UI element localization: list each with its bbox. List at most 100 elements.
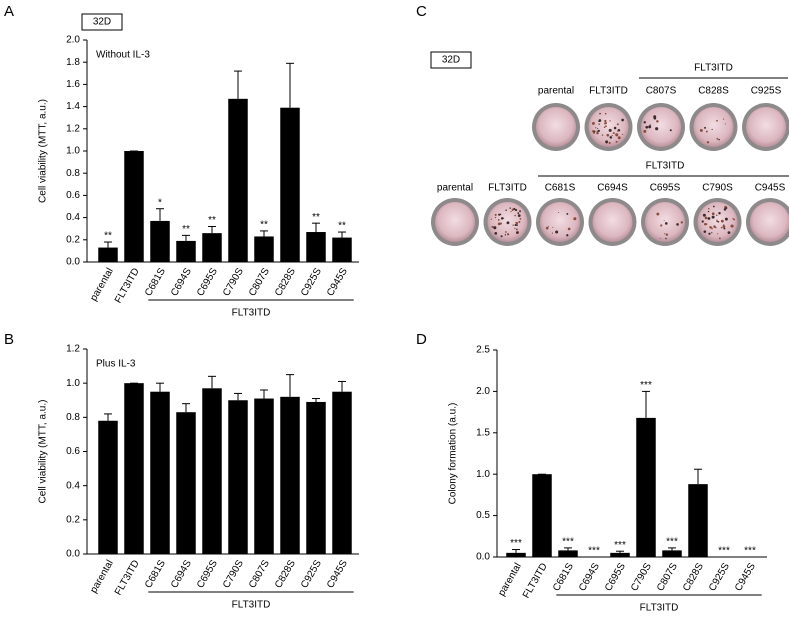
colony [605, 125, 607, 127]
colony [724, 217, 728, 221]
colony [653, 116, 657, 120]
x-tick-label: C695S [603, 561, 628, 593]
colony [680, 221, 683, 224]
badge: 32D [442, 55, 460, 66]
colony [497, 222, 501, 226]
colony [713, 225, 716, 228]
plate [435, 202, 475, 242]
bar [202, 388, 222, 554]
y-tick-label: 2.5 [476, 345, 490, 356]
colony [609, 136, 613, 139]
panel-note: Without IL-3 [96, 50, 150, 61]
plate-label: FLT3ITD [488, 183, 527, 194]
colony [511, 208, 514, 211]
colony [604, 122, 606, 125]
x-tick-label: C925S [299, 558, 324, 590]
x-tick-label: parental [88, 266, 116, 303]
colony [519, 217, 522, 220]
colony [718, 212, 721, 215]
y-tick-label: 1.2 [66, 344, 80, 355]
colony [490, 218, 492, 220]
group-label: FLT3ITD [232, 308, 271, 319]
bar [202, 233, 222, 262]
badge: 32D [93, 17, 111, 28]
colony [514, 223, 517, 227]
colony [616, 123, 619, 126]
colony [599, 112, 601, 115]
badge-box [81, 13, 123, 31]
bar [228, 98, 248, 262]
colony [711, 227, 713, 230]
significance: *** [718, 546, 730, 557]
colony [711, 128, 713, 131]
colony [506, 233, 510, 236]
colony [706, 141, 710, 144]
significance: * [158, 197, 162, 208]
plate [536, 107, 576, 147]
y-tick-label: 1.5 [476, 427, 490, 438]
y-tick-label: 0.0 [66, 549, 80, 560]
bar [610, 552, 630, 557]
colony [723, 208, 727, 211]
x-tick-label: C681S [143, 558, 168, 590]
colony [611, 135, 613, 137]
panel-label: C [416, 3, 427, 20]
x-tick-label: C945S [325, 558, 350, 590]
colony [656, 120, 659, 123]
colony [676, 223, 679, 226]
colony [606, 133, 610, 137]
colony [494, 216, 497, 219]
plate [645, 202, 685, 242]
colony [592, 130, 595, 133]
x-tick-label: C790S [629, 561, 654, 593]
y-axis-label: Colony formation (a.u.) [448, 403, 459, 505]
colony [566, 212, 569, 215]
colony [494, 213, 497, 216]
colony [655, 127, 659, 131]
colony [552, 226, 554, 228]
y-tick-label: 1.0 [66, 378, 80, 389]
x-tick-label: C695S [195, 266, 220, 298]
colony [622, 133, 624, 136]
significance: ** [312, 212, 320, 223]
bar [306, 401, 326, 554]
colony [555, 230, 559, 234]
y-axis-label: Cell viability (MTT, a.u.) [38, 400, 49, 504]
y-tick-label: 0.2 [66, 234, 80, 245]
colony [711, 212, 715, 216]
significance: ** [182, 224, 190, 235]
colony [712, 205, 715, 208]
panel-note: Plus IL-3 [96, 359, 136, 370]
colony [595, 127, 597, 129]
x-tick-label: C695S [195, 558, 220, 590]
bar [332, 237, 352, 262]
colony [506, 221, 510, 225]
x-tick-label: C925S [299, 266, 324, 298]
panel-label: B [4, 331, 14, 348]
colony [514, 214, 516, 217]
x-tick-label: C790S [221, 558, 246, 590]
y-tick-label: 0.4 [66, 480, 80, 491]
colony [608, 141, 611, 144]
plate-label: parental [538, 86, 574, 97]
colony [514, 227, 516, 229]
significance: *** [588, 546, 600, 557]
colony [512, 224, 514, 226]
x-tick-label: C828S [681, 561, 706, 593]
colony [504, 234, 507, 236]
bar [280, 396, 300, 554]
x-tick-label: C790S [221, 266, 246, 298]
colony [545, 226, 549, 230]
significance: *** [744, 546, 756, 557]
colony [509, 207, 511, 209]
colony [604, 119, 607, 123]
significance: *** [510, 538, 522, 549]
colony [613, 126, 617, 130]
x-tick-label: parental [88, 558, 116, 595]
plate-label: C807S [646, 86, 677, 97]
colony [498, 213, 501, 216]
x-tick-label: FLT3ITD [113, 266, 142, 305]
colony [598, 120, 600, 122]
bar [228, 400, 248, 554]
significance: ** [260, 220, 268, 231]
